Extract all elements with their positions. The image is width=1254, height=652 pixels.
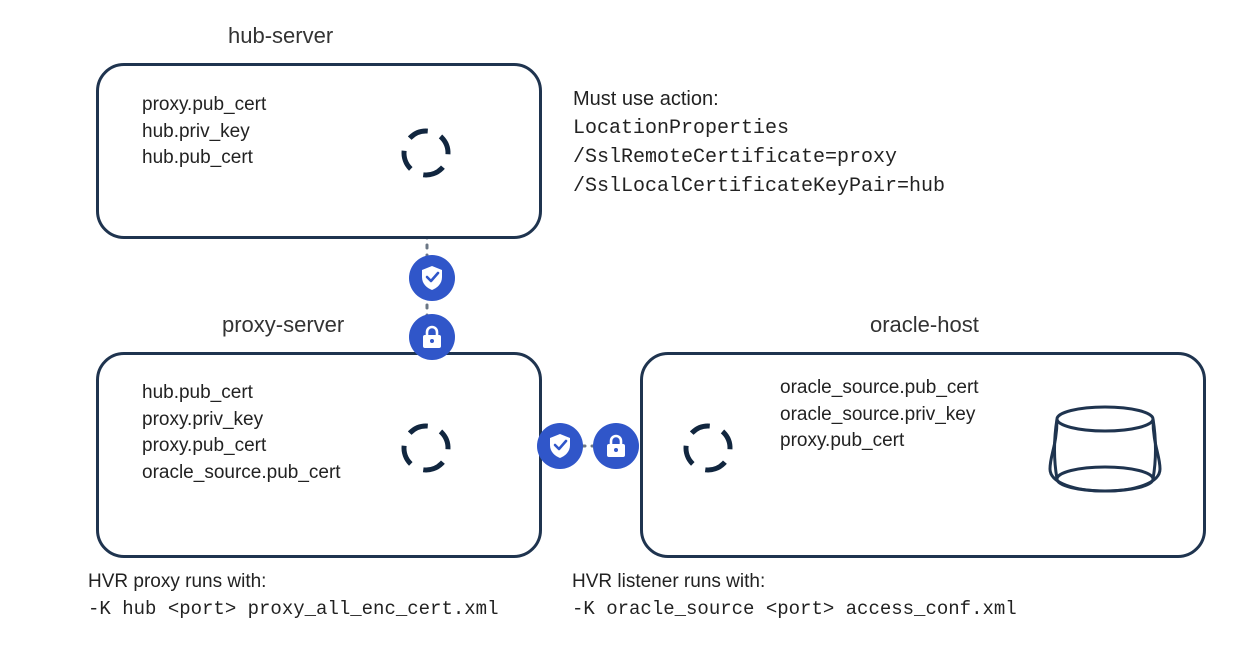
oracle-line: proxy.pub_cert: [780, 428, 979, 455]
lock-icon: [409, 314, 455, 360]
action-line: /SslRemoteCertificate=proxy: [573, 143, 945, 172]
footer-proxy: HVR proxy runs with: -K hub <port> proxy…: [88, 568, 498, 623]
footer-listener-heading: HVR listener runs with:: [572, 568, 1017, 596]
oracle-line: oracle_source.pub_cert: [780, 375, 979, 402]
ring-icon: [680, 420, 736, 481]
hub-line: hub.priv_key: [142, 119, 266, 146]
oracle-line: oracle_source.priv_key: [780, 402, 979, 429]
proxy-content: hub.pub_cert proxy.priv_key proxy.pub_ce…: [142, 380, 341, 486]
oracle-title: oracle-host: [870, 312, 979, 338]
action-block: Must use action: LocationProperties /Ssl…: [573, 85, 945, 201]
hub-content: proxy.pub_cert hub.priv_key hub.pub_cert: [142, 92, 266, 172]
action-line: /SslLocalCertificateKeyPair=hub: [573, 172, 945, 201]
shield-check-icon: [409, 255, 455, 301]
footer-listener-cmd: -K oracle_source <port> access_conf.xml: [572, 596, 1017, 624]
lock-icon: [593, 423, 639, 469]
proxy-line: hub.pub_cert: [142, 380, 341, 407]
action-line: LocationProperties: [573, 114, 945, 143]
database-icon: [1050, 405, 1160, 500]
shield-check-icon: [537, 423, 583, 469]
architecture-diagram: hub-server proxy.pub_cert hub.priv_key h…: [0, 0, 1254, 652]
proxy-line: proxy.priv_key: [142, 407, 341, 434]
hub-line: proxy.pub_cert: [142, 92, 266, 119]
proxy-line: oracle_source.pub_cert: [142, 460, 341, 487]
ring-icon: [398, 420, 454, 481]
footer-proxy-heading: HVR proxy runs with:: [88, 568, 498, 596]
footer-proxy-cmd: -K hub <port> proxy_all_enc_cert.xml: [88, 596, 498, 624]
proxy-title: proxy-server: [222, 312, 344, 338]
hub-line: hub.pub_cert: [142, 145, 266, 172]
action-heading: Must use action:: [573, 85, 945, 114]
oracle-content: oracle_source.pub_cert oracle_source.pri…: [780, 375, 979, 455]
footer-listener: HVR listener runs with: -K oracle_source…: [572, 568, 1017, 623]
hub-title: hub-server: [228, 23, 333, 49]
ring-icon: [398, 125, 454, 186]
proxy-line: proxy.pub_cert: [142, 433, 341, 460]
